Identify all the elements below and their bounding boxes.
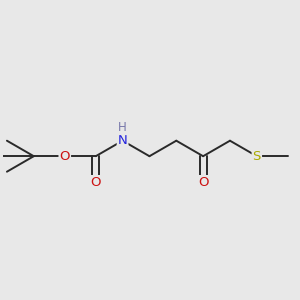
- Text: O: O: [59, 150, 70, 163]
- Text: S: S: [253, 150, 261, 163]
- Text: H: H: [118, 121, 127, 134]
- Text: O: O: [91, 176, 101, 189]
- Text: N: N: [118, 134, 128, 147]
- Text: O: O: [198, 176, 208, 189]
